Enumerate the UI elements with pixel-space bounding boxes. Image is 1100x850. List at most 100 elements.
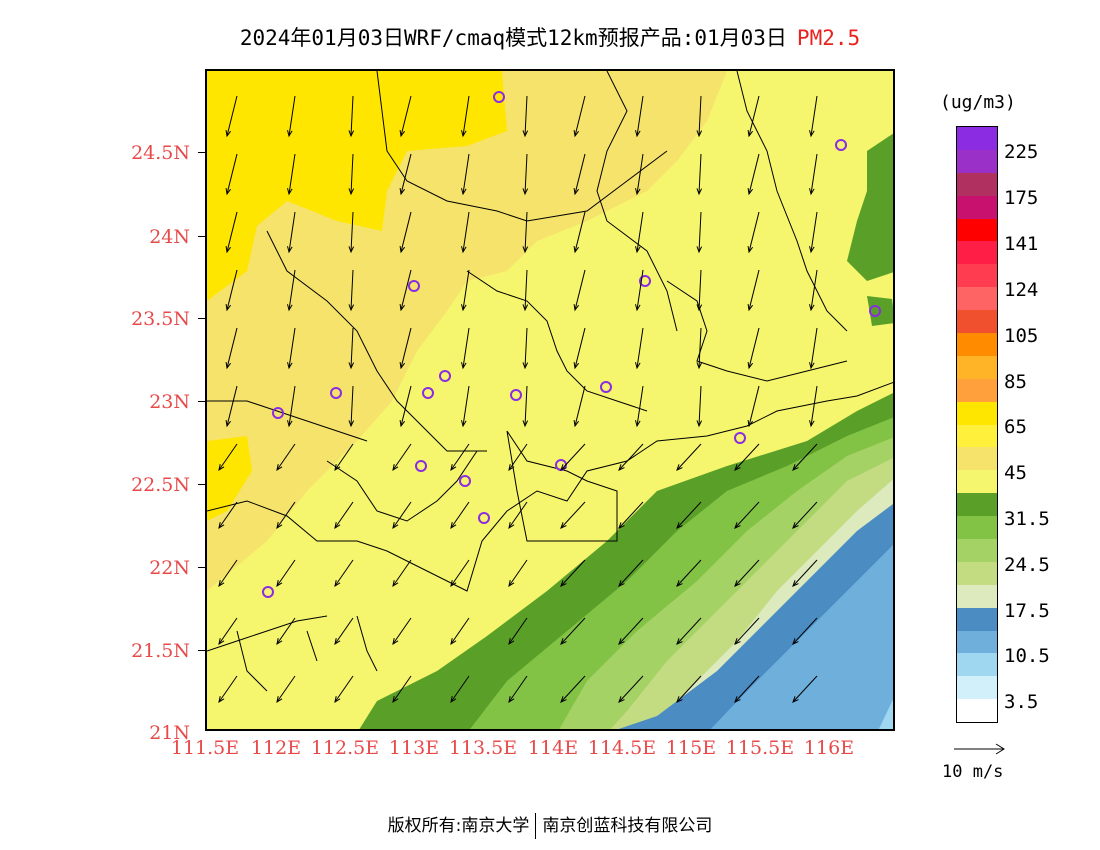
wind-arrow bbox=[462, 95, 470, 137]
wind-arrow bbox=[288, 211, 296, 253]
wind-arrow-head bbox=[522, 188, 529, 196]
wind-arrow-head bbox=[348, 130, 355, 138]
wind-arrow-head bbox=[461, 420, 467, 428]
wind-arrow-head bbox=[399, 187, 406, 196]
city-marker[interactable] bbox=[639, 275, 651, 287]
city-marker[interactable] bbox=[869, 305, 881, 317]
color-bar-swatch bbox=[957, 424, 997, 448]
city-marker[interactable] bbox=[422, 387, 434, 399]
wind-arrow bbox=[462, 211, 470, 253]
wind-arrow-head bbox=[287, 130, 293, 138]
city-marker[interactable] bbox=[262, 586, 274, 598]
city-marker[interactable] bbox=[600, 381, 612, 393]
wind-arrow-head bbox=[676, 464, 683, 471]
wind-arrow bbox=[524, 385, 528, 427]
wind-arrow bbox=[748, 327, 760, 369]
city-markers bbox=[262, 91, 881, 598]
wind-arrow-head bbox=[392, 696, 399, 704]
city-marker[interactable] bbox=[478, 512, 490, 524]
x-label: 111.5E bbox=[170, 737, 240, 759]
color-bar-swatch bbox=[957, 149, 997, 173]
wind-arrow bbox=[676, 675, 702, 703]
wind-arrow-head bbox=[560, 464, 567, 471]
wind-arrow bbox=[524, 153, 528, 195]
wind-arrow bbox=[560, 617, 586, 645]
wind-arrow bbox=[276, 501, 296, 529]
wind-arrow-head bbox=[734, 464, 741, 471]
wind-arrow bbox=[450, 443, 470, 471]
color-bar-swatch bbox=[957, 447, 997, 471]
city-marker[interactable] bbox=[408, 280, 420, 292]
legend-label: 85 bbox=[1004, 371, 1027, 393]
wind-vectors bbox=[218, 95, 818, 704]
wind-arrow-head bbox=[225, 419, 232, 428]
wind-arrow bbox=[698, 385, 702, 427]
wind-arrow-head bbox=[218, 638, 225, 646]
y-label: 24N bbox=[149, 226, 190, 248]
wind-arrow bbox=[636, 211, 644, 253]
wind-arrow bbox=[636, 327, 644, 369]
city-marker[interactable] bbox=[510, 389, 522, 401]
wind-arrow-head bbox=[560, 580, 567, 587]
wind-arrow-head bbox=[792, 638, 799, 645]
wind-arrow-head bbox=[618, 696, 625, 703]
wind-arrow bbox=[792, 559, 818, 587]
wind-arrow bbox=[560, 501, 586, 529]
wind-arrow bbox=[462, 153, 470, 195]
wind-arrow-head bbox=[399, 245, 406, 254]
wind-arrow-head bbox=[696, 362, 703, 370]
city-marker[interactable] bbox=[493, 91, 505, 103]
wind-arrow bbox=[218, 559, 238, 587]
y-tick bbox=[198, 401, 205, 402]
wind-arrow bbox=[276, 443, 296, 471]
city-marker[interactable] bbox=[734, 432, 746, 444]
wind-arrow bbox=[334, 675, 354, 703]
y-label: 24.5N bbox=[131, 142, 190, 164]
wind-arrow bbox=[618, 501, 644, 529]
city-marker[interactable] bbox=[835, 139, 847, 151]
wind-arrow bbox=[560, 675, 586, 703]
color-bar-swatch bbox=[957, 470, 997, 494]
wind-arrow bbox=[218, 617, 238, 645]
y-tick bbox=[198, 484, 205, 485]
wind-arrow bbox=[508, 501, 528, 529]
wind-arrow bbox=[810, 95, 818, 137]
y-label: 22.5N bbox=[131, 474, 190, 496]
wind-arrow bbox=[618, 559, 644, 587]
wind-arrow-head bbox=[696, 130, 703, 138]
wind-arrow bbox=[288, 95, 296, 137]
wind-arrow bbox=[350, 269, 354, 311]
wind-arrow bbox=[676, 617, 702, 645]
color-bar-swatch bbox=[957, 607, 997, 631]
city-marker[interactable] bbox=[415, 460, 427, 472]
city-marker[interactable] bbox=[439, 370, 451, 382]
x-label: 112E bbox=[250, 737, 302, 759]
wind-arrow bbox=[462, 385, 470, 427]
wind-arrow-head bbox=[618, 638, 625, 645]
wind-arrow-head bbox=[392, 464, 399, 472]
wind-arrow-head bbox=[399, 129, 406, 138]
city-marker[interactable] bbox=[272, 407, 284, 419]
pm25-forecast-map[interactable] bbox=[205, 69, 895, 731]
wind-arrow bbox=[508, 617, 528, 645]
footer-divider bbox=[535, 813, 537, 839]
title-main: 2024年01月03日WRF/cmaq模式12km预报产品:01月03日 bbox=[239, 26, 787, 50]
wind-arrow-head bbox=[792, 696, 799, 703]
wind-arrow bbox=[450, 675, 470, 703]
wind-arrow bbox=[734, 617, 760, 645]
color-bar-swatch bbox=[957, 676, 997, 700]
city-marker[interactable] bbox=[459, 475, 471, 487]
wind-arrow bbox=[574, 95, 586, 137]
wind-arrow bbox=[334, 501, 354, 529]
x-label: 113.5E bbox=[448, 737, 518, 759]
wind-arrow-head bbox=[287, 246, 293, 254]
wind-arrow-head bbox=[276, 464, 283, 472]
wind-arrow bbox=[392, 559, 412, 587]
reference-vector-label: 10 m/s bbox=[942, 762, 1004, 782]
color-bar-swatch bbox=[957, 172, 997, 196]
color-bar-swatch bbox=[957, 310, 997, 334]
color-bar-swatch bbox=[957, 241, 997, 265]
city-marker[interactable] bbox=[330, 387, 342, 399]
wind-arrow-head bbox=[225, 361, 232, 370]
wind-arrow bbox=[334, 443, 354, 471]
